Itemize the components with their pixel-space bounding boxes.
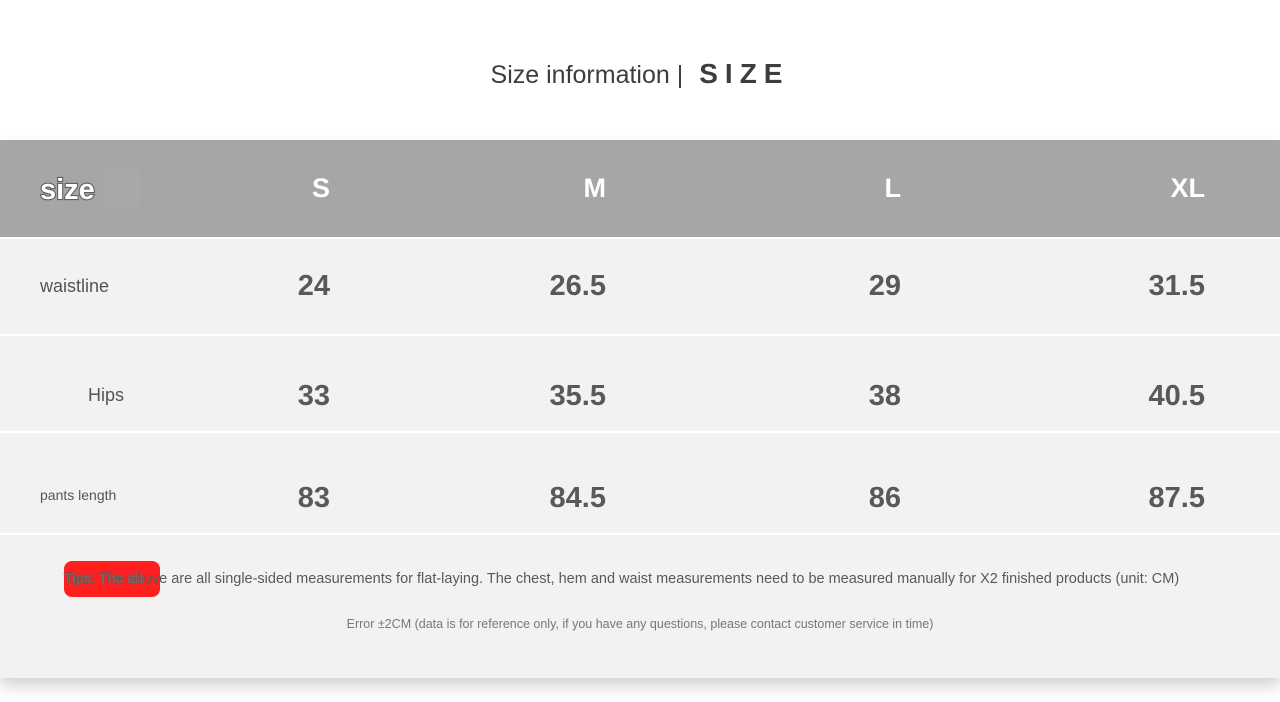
svg-text:size: size xyxy=(40,174,95,206)
